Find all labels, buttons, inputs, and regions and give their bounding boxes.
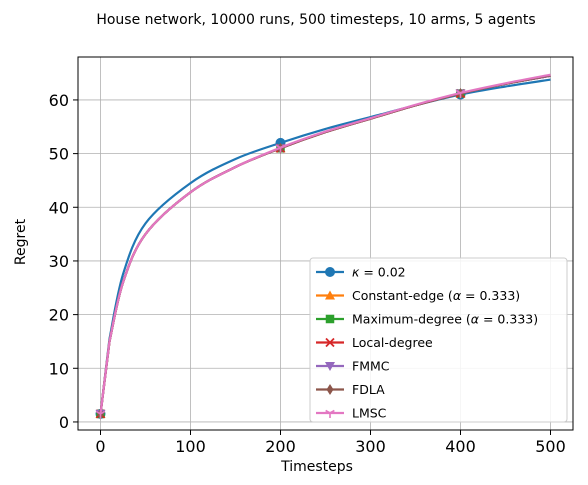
y-tick-label: 50 [49,145,69,164]
x-tick-label: 300 [355,437,386,456]
y-tick-label: 20 [49,306,69,325]
legend-box [309,257,568,423]
y-tick-label: 0 [59,413,69,432]
data-point-tri [275,144,286,153]
legend: κ = 0.02 Constant-edge (α = 0.333) Maximum… [309,257,568,423]
chart-title: House network, 10000 runs, 500 timesteps… [96,12,535,28]
series-line [108,73,551,342]
y-tick-label: 60 [49,91,69,110]
series-line-segment [99,341,111,415]
x-tick-label: 200 [265,437,296,456]
y-tick-label: 30 [49,252,69,271]
x-tick-label: 0 [95,437,105,456]
data-point-x [325,337,335,348]
legend-entry: Constant-edge (α = 0.333) [316,288,520,303]
legend-entry: Local-degree [316,335,433,350]
legend-entry: FDLA [316,382,385,397]
data-point-tri [455,89,466,98]
axis-ticks: 0 100 200 300 400 500 0 10 20 30 40 50 60 [49,91,566,456]
plot-frame [77,56,574,431]
x-tick-label: 100 [175,437,206,456]
data-point-triangle-down [325,362,335,371]
legend-label: Maximum-degree (α = 0.333) [352,312,538,327]
legend-entry: FMMC [316,359,390,374]
data-point-tri [325,409,335,418]
data-point-square [325,314,335,324]
legend-label: LMSC [352,406,387,421]
legend-entry: Maximum-degree (α = 0.333) [316,312,538,327]
legend-label: Local-degree [352,335,433,350]
y-tick-label: 10 [49,359,69,378]
data-point-tri [95,410,106,419]
data-point-diamond [326,384,334,395]
data-point-circle [325,267,335,277]
legend-entry: κ = 0.02 [316,265,406,280]
legend-label: Constant-edge (α = 0.333) [352,288,520,303]
x-tick-label: 500 [535,437,566,456]
series-lines [95,73,551,420]
y-axis-title: Regret [13,218,29,265]
data-point-triangle [325,290,335,300]
legend-label: κ = 0.02 [352,265,406,280]
legend-label: FMMC [352,359,390,374]
y-tick-label: 40 [49,198,69,217]
legend-label: FDLA [352,382,385,397]
legend-entry: LMSC [316,406,387,421]
x-tick-label: 400 [445,437,476,456]
series-6 [95,73,551,419]
x-axis-title: Timesteps [280,459,353,475]
